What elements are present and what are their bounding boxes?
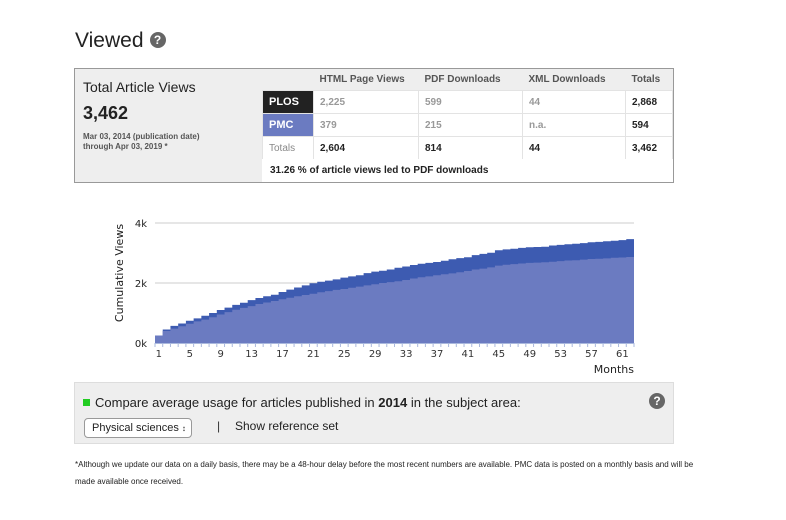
title-text: Viewed xyxy=(75,29,144,52)
help-icon[interactable]: ? xyxy=(149,32,166,48)
cell: 2,225 xyxy=(313,90,419,114)
row-label-pmc: PMC xyxy=(262,113,314,137)
help-icon[interactable]: ? xyxy=(649,393,665,409)
views-table: HTML Page Views PDF Downloads XML Downlo… xyxy=(262,69,673,160)
x-tick-label: 13 xyxy=(245,349,258,360)
total-views-label: Total Article Views xyxy=(83,79,196,95)
cumulative-views-chart: 0k 2k 4k 1 5 9 13 17 21 25 29 33 37 41 45 49 53 57 61 Month… xyxy=(113,219,635,376)
header-html: HTML Page Views xyxy=(313,69,419,91)
header-xml: XML Downloads xyxy=(522,69,626,91)
cell: 814 xyxy=(418,136,523,160)
x-tick-label: 9 xyxy=(217,349,223,360)
x-axis-label: Months xyxy=(594,363,634,376)
green-square-icon xyxy=(83,399,90,406)
table-header: HTML Page Views PDF Downloads XML Downlo… xyxy=(262,69,673,91)
cell: 599 xyxy=(418,90,523,114)
table-row: PLOS 2,225 599 44 2,868 xyxy=(262,90,673,114)
x-tick-label: 33 xyxy=(400,349,413,360)
x-tick-label: 53 xyxy=(554,349,567,360)
x-tick-label: 61 xyxy=(616,349,629,360)
compare-year: 2014 xyxy=(378,395,408,410)
date-range: Mar 03, 2014 (publication date) through A… xyxy=(83,132,258,152)
x-tick-label: 49 xyxy=(523,349,536,360)
x-tick-label: 45 xyxy=(492,349,505,360)
table-row: Totals 2,604 814 44 3,462 xyxy=(262,136,673,160)
table-row: PMC 379 215 n.a. 594 xyxy=(262,113,673,137)
footnote: *Although we update our data on a daily … xyxy=(75,460,694,486)
cell: n.a. xyxy=(522,113,626,137)
y-tick-label: 4k xyxy=(135,219,147,230)
x-tick-label: 1 xyxy=(156,349,162,360)
x-tick-label: 57 xyxy=(585,349,598,360)
subject-area-select[interactable]: Physical sciences ↕ xyxy=(84,418,192,438)
header-totals: Totals xyxy=(625,69,673,91)
views-summary-box: Total Article Views 3,462 Mar 03, 2014 (… xyxy=(74,68,674,183)
x-tick-label: 37 xyxy=(431,349,444,360)
y-tick-label: 0k xyxy=(135,339,147,350)
x-tick-label: 17 xyxy=(276,349,289,360)
y-axis-label: Cumulative Views xyxy=(113,224,126,322)
page-title: Viewed? xyxy=(75,29,166,53)
x-tick-label: 21 xyxy=(307,349,320,360)
x-tick-label: 25 xyxy=(338,349,351,360)
separator: | xyxy=(217,419,221,433)
pdf-percentage-note: 31.26 % of article views led to PDF down… xyxy=(262,159,673,182)
total-views-value: 3,462 xyxy=(83,103,129,123)
y-tick-label: 2k xyxy=(135,279,147,290)
cell: 594 xyxy=(625,113,673,137)
cell: 44 xyxy=(522,90,626,114)
cell: 2,604 xyxy=(313,136,419,160)
x-tick-label: 29 xyxy=(369,349,382,360)
compare-text: Compare average usage for articles publi… xyxy=(83,395,521,410)
date-range-end: through Apr 03, 2019 * xyxy=(83,142,168,151)
series-area-plos xyxy=(155,256,634,343)
cell: 379 xyxy=(313,113,419,137)
show-reference-set-link[interactable]: Show reference set xyxy=(235,419,339,433)
compare-suffix: in the subject area: xyxy=(410,395,521,410)
cell: 44 xyxy=(522,136,626,160)
header-pdf: PDF Downloads xyxy=(418,69,523,91)
cell: 3,462 xyxy=(625,136,673,160)
x-tick-label: 41 xyxy=(462,349,475,360)
summary-panel: Total Article Views 3,462 Mar 03, 2014 (… xyxy=(83,79,258,152)
cell: 215 xyxy=(418,113,523,137)
select-arrows-icon: ↕ xyxy=(181,424,186,433)
x-tick-label: 5 xyxy=(187,349,193,360)
row-label-plos: PLOS xyxy=(262,90,314,114)
compare-prefix: Compare average usage for articles publi… xyxy=(95,395,375,410)
date-range-start: Mar 03, 2014 (publication date) xyxy=(83,132,200,141)
header-blank xyxy=(262,69,314,91)
cell: 2,868 xyxy=(625,90,673,114)
select-value: Physical sciences xyxy=(92,422,179,434)
compare-panel: Compare average usage for articles publi… xyxy=(74,382,674,444)
row-label-totals: Totals xyxy=(262,136,314,160)
